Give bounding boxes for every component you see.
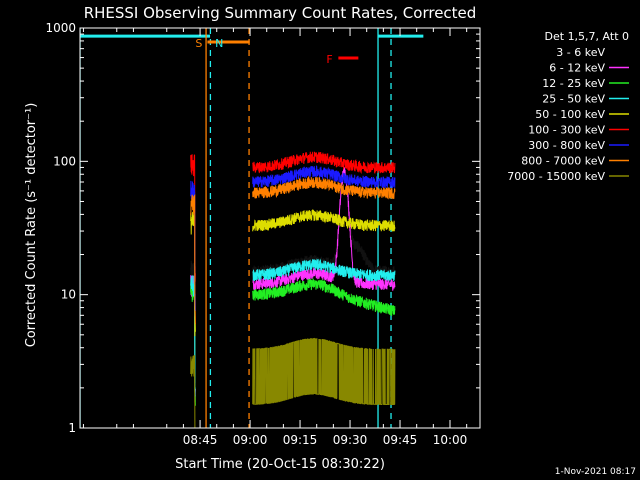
legend-label-0: 3 - 6 keV (556, 46, 605, 59)
x-tick-label-0: 08:45 (183, 433, 218, 447)
legend: Det 1,5,7, Att 0 3 - 6 keV 6 - 12 keV 12 -… (507, 30, 629, 183)
footer-date: 1-Nov-2021 08:17 (555, 467, 636, 477)
plot-area: S N F (80, 28, 424, 428)
legend-label-7: 800 - 7000 keV (521, 155, 605, 168)
series-line-4-seg1 (252, 209, 396, 232)
y-tick-label-0: 1 (68, 421, 76, 435)
legend-label-1: 6 - 12 keV (549, 62, 605, 75)
legend-label-6: 300 - 800 keV (528, 139, 605, 152)
x-tick-label-3: 09:30 (333, 433, 368, 447)
legend-label-5: 100 - 300 keV (528, 124, 605, 137)
flag-label-S: S (195, 37, 202, 50)
flag-label-F: F (326, 53, 332, 66)
series-line-8-seg1 (252, 337, 396, 406)
series-line-8-seg0 (190, 355, 196, 428)
y-tick-label-2: 100 (53, 154, 76, 168)
x-axis-label: Start Time (20-Oct-15 08:30:22) (175, 457, 385, 472)
x-tick-label-1: 09:00 (233, 433, 268, 447)
y-axis-label: Corrected Count Rate (s⁻¹ detector⁻¹) (24, 103, 39, 348)
legend-label-4: 50 - 100 keV (535, 108, 605, 121)
legend-label-3: 25 - 50 keV (542, 93, 605, 106)
chart-title: RHESSI Observing Summary Count Rates, Co… (84, 4, 477, 22)
legend-title: Det 1,5,7, Att 0 (545, 30, 629, 43)
series-line-1-seg1 (252, 167, 396, 291)
x-tick-label-2: 09:15 (283, 433, 318, 447)
legend-label-2: 12 - 25 keV (542, 77, 605, 90)
series-line-3-seg1 (252, 258, 396, 282)
series-line-5-seg1 (252, 151, 396, 174)
series-line-5-seg0 (190, 154, 196, 286)
series-line-6-seg1 (252, 165, 396, 189)
flag-label-N: N (215, 37, 223, 50)
y-tick-label-3: 1000 (45, 21, 76, 35)
y-tick-label-1: 10 (61, 288, 76, 302)
axes: 1 10 100 1000 08:45 09:00 09:15 09:30 09:45 10:00 (45, 21, 481, 447)
plot-frame (79, 27, 481, 429)
legend-label-8: 7000 - 15000 keV (507, 170, 605, 183)
x-tick-label-5: 10:00 (433, 433, 468, 447)
series-line-7-seg0 (190, 194, 196, 325)
series-line-2-seg1 (252, 277, 396, 316)
x-tick-label-4: 09:45 (383, 433, 418, 447)
series-line-7-seg1 (252, 176, 396, 200)
